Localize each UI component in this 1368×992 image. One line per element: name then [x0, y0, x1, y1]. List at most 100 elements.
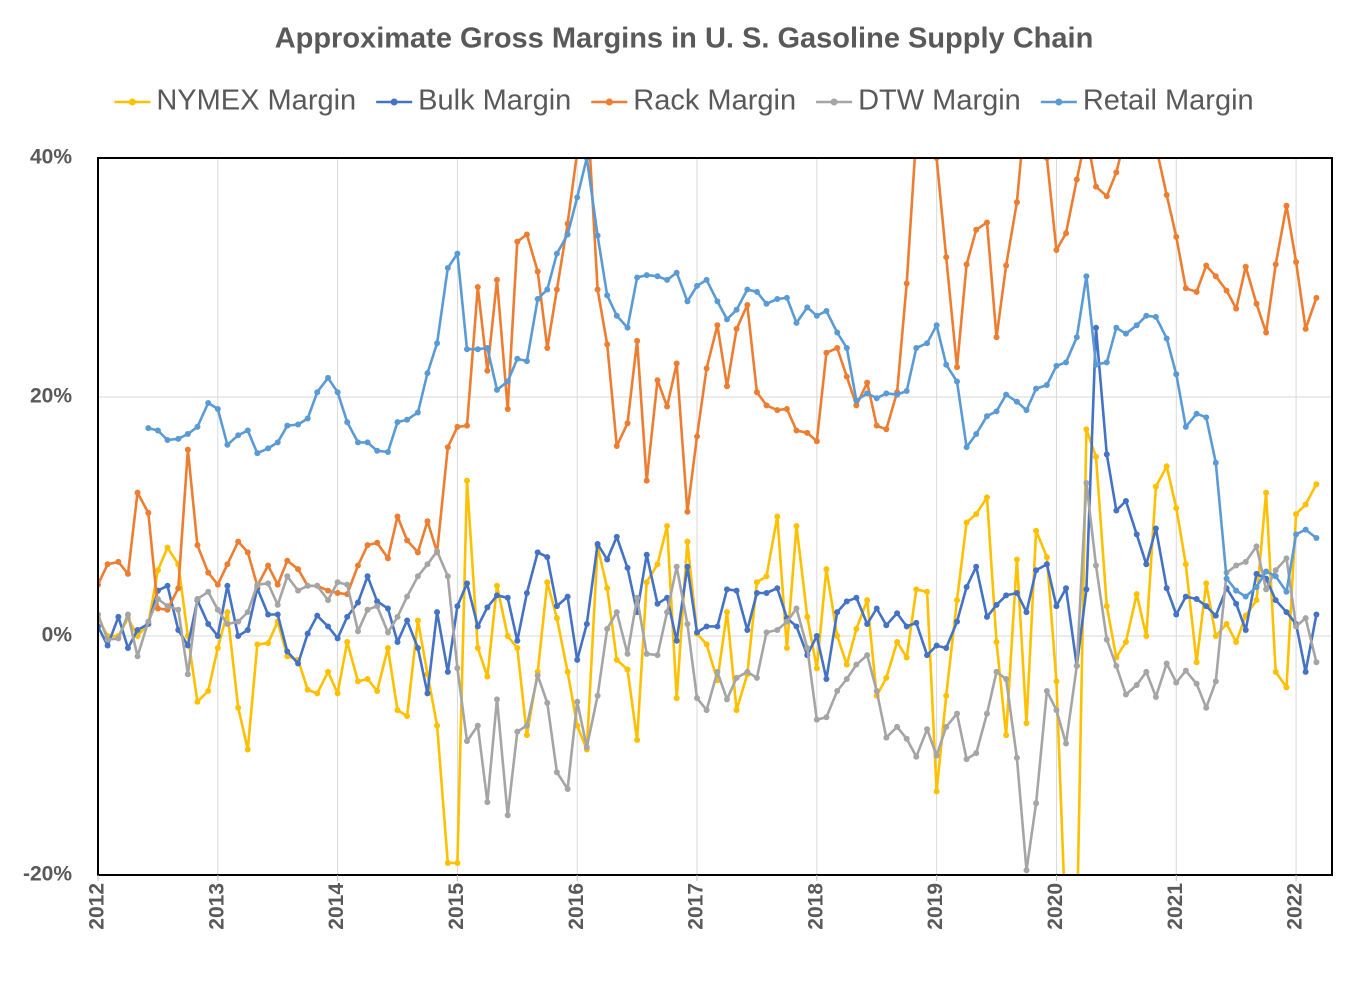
- data-point: [634, 594, 641, 601]
- data-point: [993, 601, 1000, 608]
- data-point: [574, 149, 580, 155]
- data-point: [1272, 668, 1279, 675]
- data-point: [134, 627, 141, 634]
- data-point: [364, 439, 371, 446]
- data-point: [224, 441, 231, 448]
- data-point: [864, 390, 871, 397]
- data-point: [224, 621, 231, 628]
- data-point: [853, 661, 860, 668]
- data-point: [954, 618, 961, 625]
- data-point: [823, 566, 830, 573]
- series-line: [98, 428, 1318, 875]
- data-point: [1253, 543, 1260, 550]
- data-point: [624, 324, 631, 331]
- data-point: [214, 606, 221, 613]
- data-point: [774, 407, 781, 414]
- data-point: [613, 609, 620, 616]
- data-point: [1242, 558, 1249, 565]
- data-point: [295, 587, 302, 594]
- data-point: [723, 586, 730, 593]
- data-point: [714, 623, 721, 630]
- data-point: [553, 603, 560, 610]
- data-point: [634, 274, 641, 281]
- data-point: [1263, 568, 1270, 575]
- data-point: [235, 633, 242, 639]
- data-point: [983, 219, 990, 226]
- data-point: [184, 431, 191, 438]
- data-point: [1203, 580, 1210, 587]
- data-point: [394, 638, 401, 645]
- data-point: [624, 420, 631, 427]
- data-point: [903, 280, 910, 287]
- data-point: [523, 358, 530, 365]
- data-point: [553, 769, 560, 776]
- data-point: [703, 707, 710, 714]
- data-point: [1092, 562, 1099, 569]
- data-point: [983, 413, 990, 420]
- data-point: [493, 276, 500, 283]
- data-point: [364, 542, 371, 549]
- data-point: [1242, 627, 1249, 634]
- data-point: [1122, 638, 1129, 645]
- data-point: [1173, 233, 1180, 240]
- data-point: [1263, 489, 1270, 496]
- data-point: [954, 597, 961, 604]
- data-point: [604, 556, 611, 563]
- data-point: [134, 489, 141, 496]
- data-point: [414, 409, 421, 416]
- data-point: [1143, 312, 1150, 319]
- data-point: [514, 355, 521, 362]
- data-point: [154, 595, 161, 602]
- data-point: [963, 519, 970, 526]
- data-point: [694, 629, 701, 636]
- data-point: [783, 294, 790, 301]
- data-point: [1043, 687, 1050, 694]
- data-point: [534, 296, 541, 303]
- data-point: [744, 627, 751, 634]
- data-point: [963, 444, 970, 451]
- data-point: [813, 665, 820, 672]
- data-point: [1293, 623, 1300, 630]
- data-point: [394, 513, 401, 520]
- data-point: [753, 579, 760, 586]
- data-point: [744, 286, 751, 293]
- data-point: [244, 427, 251, 434]
- data-point: [643, 650, 650, 657]
- data-point: [813, 633, 820, 639]
- data-point: [604, 625, 611, 632]
- data-point: [954, 710, 961, 717]
- data-point: [963, 584, 970, 591]
- data-point: [694, 433, 701, 440]
- data-point: [873, 605, 880, 612]
- data-point: [913, 753, 920, 760]
- data-point: [214, 633, 221, 639]
- y-tick-label: -20%: [23, 863, 72, 886]
- data-point: [694, 695, 701, 702]
- data-point: [235, 432, 242, 439]
- x-tick-label: 2013: [205, 883, 228, 930]
- data-point: [1263, 329, 1270, 336]
- grid: [97, 157, 1332, 876]
- data-point: [265, 580, 272, 587]
- data-point: [154, 427, 161, 434]
- data-point: [913, 586, 920, 593]
- data-point: [1083, 586, 1090, 593]
- data-point: [973, 750, 980, 757]
- data-point: [1023, 720, 1030, 727]
- data-point: [574, 656, 581, 663]
- data-point: [574, 698, 581, 705]
- data-point: [384, 644, 391, 651]
- data-point: [1163, 660, 1170, 667]
- data-point: [1242, 263, 1249, 270]
- data-point: [564, 593, 571, 600]
- data-point: [943, 644, 950, 651]
- data-point: [564, 668, 571, 675]
- data-point: [1113, 324, 1120, 331]
- data-point: [763, 589, 770, 596]
- legend-marker: [830, 98, 838, 106]
- data-point: [474, 623, 481, 630]
- data-point: [504, 633, 511, 639]
- data-point: [864, 597, 871, 604]
- data-point: [1173, 679, 1180, 686]
- data-point: [733, 587, 740, 594]
